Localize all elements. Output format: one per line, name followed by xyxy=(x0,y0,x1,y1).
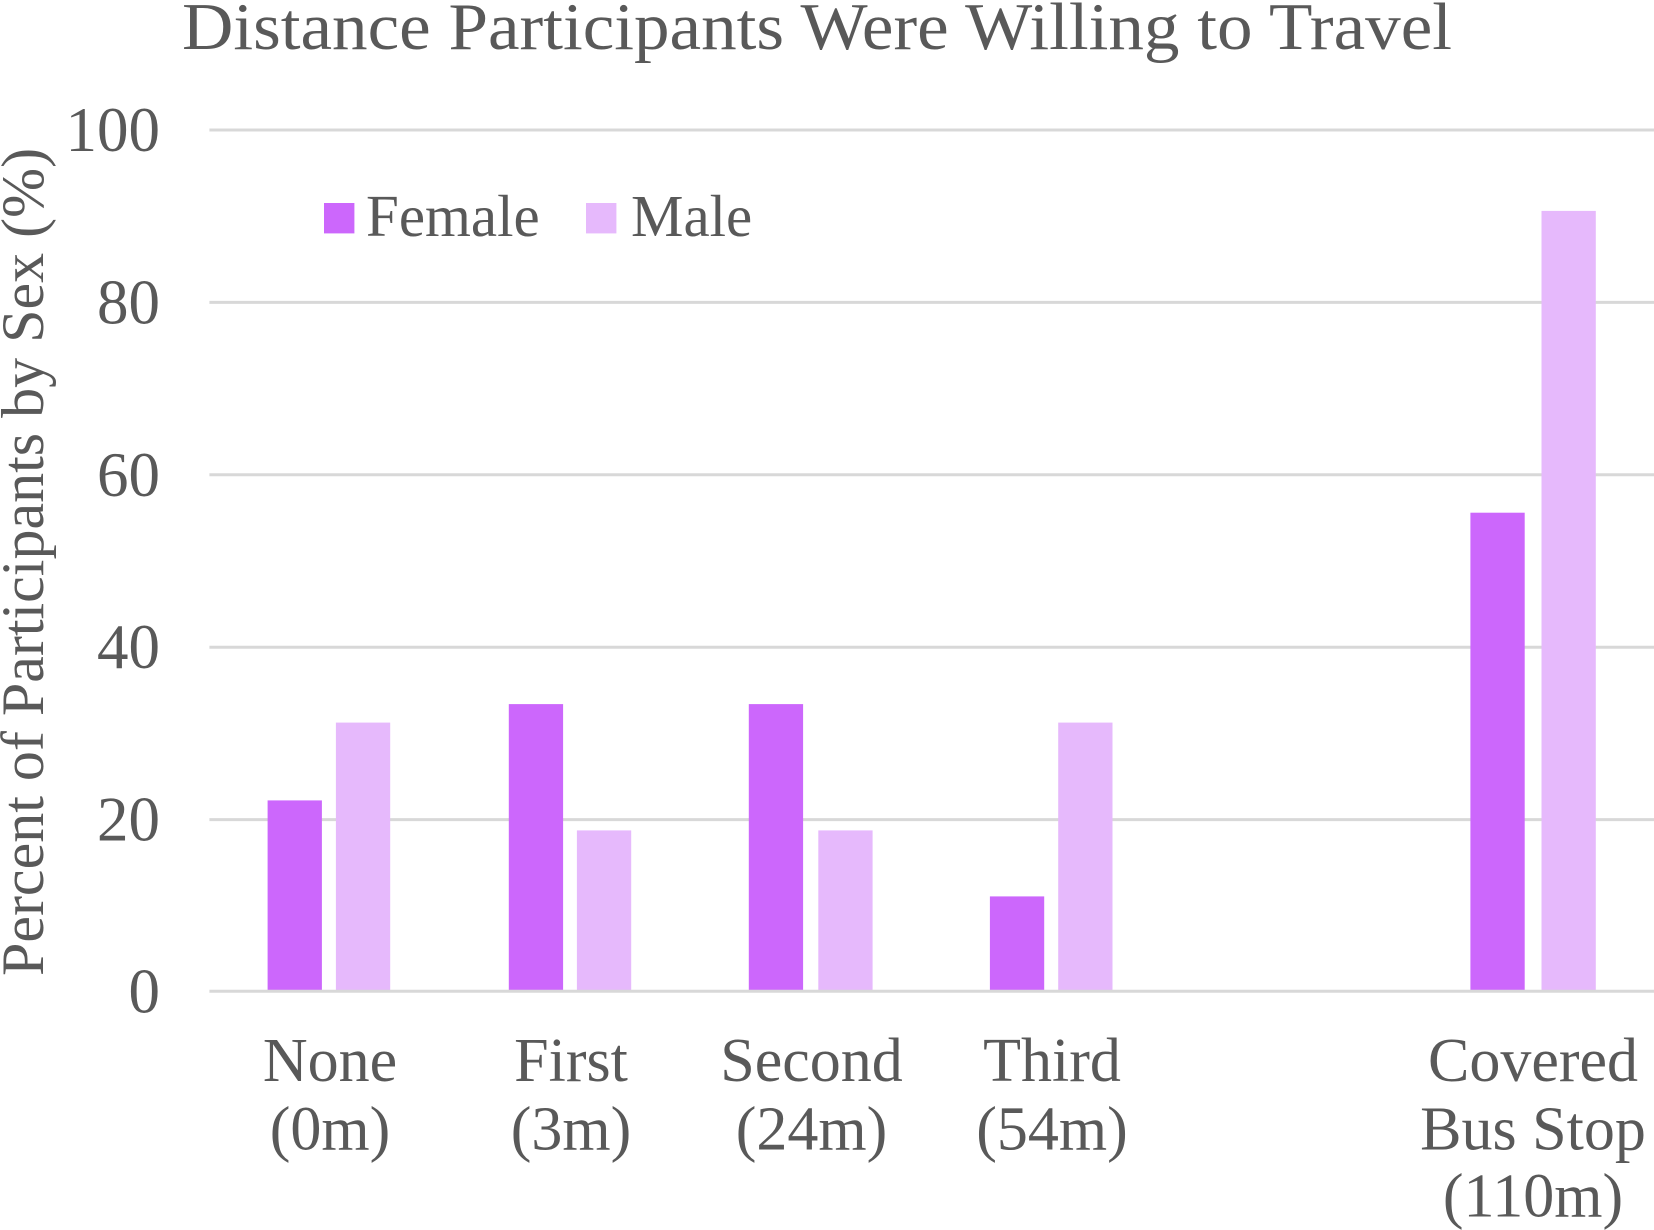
svg-text:Bus Stop: Bus Stop xyxy=(1420,1095,1646,1163)
svg-text:First: First xyxy=(514,1027,628,1095)
svg-text:Second: Second xyxy=(720,1027,903,1095)
svg-text:(3m): (3m) xyxy=(511,1095,632,1163)
svg-text:0: 0 xyxy=(129,956,161,1026)
svg-text:60: 60 xyxy=(97,440,160,510)
svg-text:(54m): (54m) xyxy=(976,1095,1128,1163)
svg-text:Third: Third xyxy=(983,1027,1121,1095)
svg-text:80: 80 xyxy=(97,267,160,337)
svg-text:Covered: Covered xyxy=(1428,1027,1638,1095)
svg-text:40: 40 xyxy=(97,612,160,682)
svg-text:Female: Female xyxy=(366,183,540,249)
svg-text:(24m): (24m) xyxy=(736,1095,888,1163)
svg-text:Male: Male xyxy=(631,183,752,249)
svg-text:20: 20 xyxy=(97,785,160,855)
svg-text:(110m): (110m) xyxy=(1443,1163,1623,1230)
svg-text:Percent of Participants by Sex: Percent of Participants by Sex (%) xyxy=(0,148,56,976)
svg-text:(0m): (0m) xyxy=(270,1095,391,1163)
svg-text:100: 100 xyxy=(66,95,161,165)
svg-text:Distance Participants Were Wil: Distance Participants Were Willing to Tr… xyxy=(182,0,1452,64)
svg-text:None: None xyxy=(263,1027,397,1095)
